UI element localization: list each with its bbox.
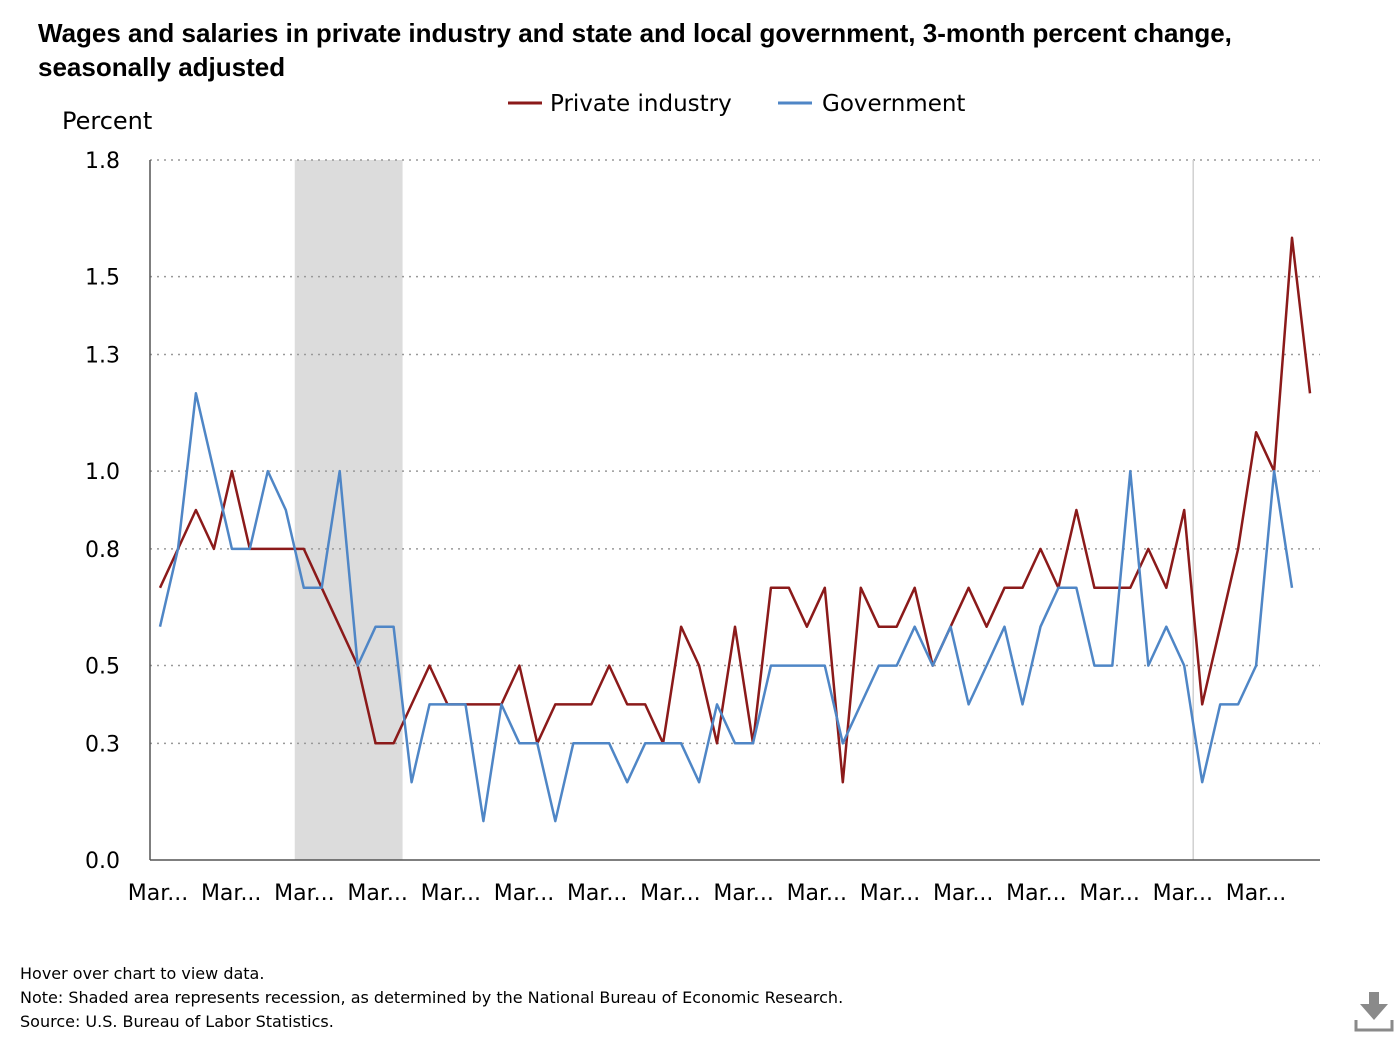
download-button[interactable] bbox=[1352, 990, 1396, 1034]
y-tick-label: 1.3 bbox=[85, 343, 120, 368]
x-tick-label: Mar... bbox=[933, 881, 993, 906]
x-tick-label: Mar... bbox=[494, 881, 554, 906]
chart-title: Wages and salaries in private industry a… bbox=[38, 18, 1232, 82]
y-tick-label: 0.3 bbox=[85, 732, 120, 757]
x-tick-label: Mar... bbox=[640, 881, 700, 906]
x-tick-label: Mar... bbox=[347, 881, 407, 906]
y-tick-label: 1.8 bbox=[85, 149, 120, 174]
legend: Private industry Government bbox=[508, 91, 965, 117]
x-tick-label: Mar... bbox=[860, 881, 920, 906]
source-note: Source: U.S. Bureau of Labor Statistics. bbox=[20, 1012, 334, 1031]
legend-label-government: Government bbox=[822, 91, 965, 117]
download-icon bbox=[1354, 992, 1394, 1032]
line-chart[interactable]: Private industry Government Percent 0.00… bbox=[0, 0, 1400, 940]
recession-note: Note: Shaded area represents recession, … bbox=[20, 988, 844, 1007]
recession-shade bbox=[294, 160, 403, 860]
plot-area: 0.0 0.3 0.5 0.8 1.0 1.3 1.5 1.8 Mar... Mar... Mar.… bbox=[85, 149, 1320, 906]
x-tick-label: Mar... bbox=[128, 881, 188, 906]
y-tick-label: 0.0 bbox=[85, 849, 120, 874]
x-tick-label: Mar... bbox=[421, 881, 481, 906]
x-tick-label: Mar... bbox=[201, 881, 261, 906]
x-tick-label: Mar... bbox=[1006, 881, 1066, 906]
series-line-government bbox=[158, 392, 1294, 823]
x-tick-label: Mar... bbox=[1153, 881, 1213, 906]
y-tick-label: 1.0 bbox=[85, 460, 120, 485]
hover-hint: Hover over chart to view data. bbox=[20, 964, 265, 983]
y-axis-label: Percent bbox=[62, 107, 152, 135]
x-tick-label: Mar... bbox=[567, 881, 627, 906]
y-tick-label: 0.8 bbox=[85, 538, 120, 563]
x-tick-label: Mar... bbox=[713, 881, 773, 906]
legend-label-private-industry: Private industry bbox=[550, 91, 732, 117]
x-tick-label: Mar... bbox=[787, 881, 847, 906]
x-tick-label: Mar... bbox=[1226, 881, 1286, 906]
x-tick-label: Mar... bbox=[274, 881, 334, 906]
y-tick-label: 0.5 bbox=[85, 655, 120, 680]
y-tick-label: 1.5 bbox=[85, 266, 120, 291]
x-tick-label: Mar... bbox=[1079, 881, 1139, 906]
